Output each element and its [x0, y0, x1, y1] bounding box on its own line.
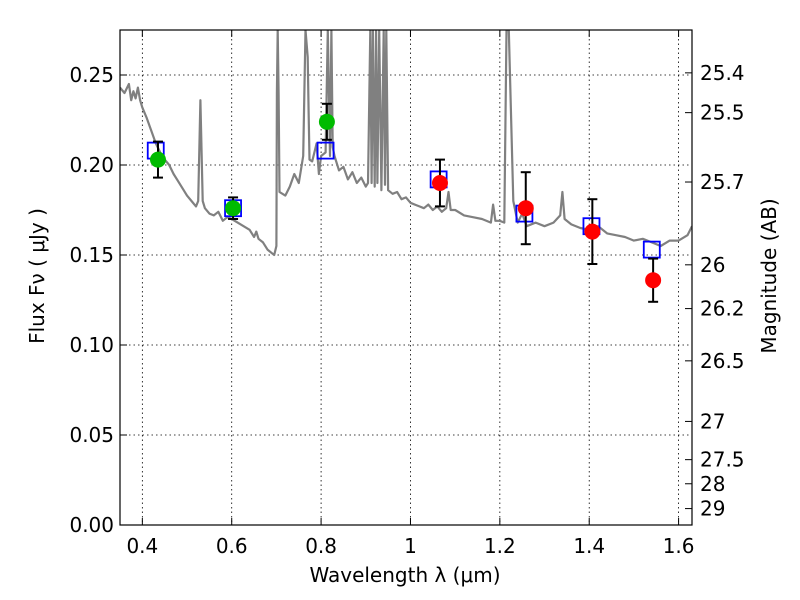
x-axis-label: Wavelength λ (μm) [309, 563, 500, 587]
near-ir-photometry-marker [517, 200, 534, 217]
x-tick-label: 0.4 [126, 534, 158, 558]
mag-tick-label: 25.7 [700, 170, 745, 194]
y-tick-label: 0.05 [69, 423, 114, 447]
mag-tick-label: 28 [700, 472, 725, 496]
y-tick-label: 0.20 [69, 153, 114, 177]
near-ir-photometry-marker [584, 223, 601, 240]
model-square-marker [316, 141, 335, 160]
y-tick-label: 0.15 [69, 243, 114, 267]
axes: 0.4 0.6 0.8 1 1.2 1.4 1.6 0.00 0.05 0.10 0.15 0.20 0… [69, 30, 745, 558]
x-tick-label: 0.6 [216, 534, 248, 558]
x-tick-label: 0.8 [305, 534, 337, 558]
near-ir-photometry-marker [645, 272, 662, 289]
optical-photometry-marker [225, 200, 242, 217]
y-tick-label: 0.10 [69, 333, 114, 357]
x-tick-label: 1.6 [663, 534, 695, 558]
optical-photometry-marker [149, 151, 166, 168]
optical-photometry-marker [318, 113, 335, 130]
mag-tick-label: 26.5 [700, 349, 745, 373]
mag-tick-label: 25.4 [700, 61, 745, 85]
y-axis-label: Flux Fν ( μJy ) [25, 208, 49, 344]
y-tick-label: 0.00 [69, 513, 114, 537]
mag-tick-label: 26.2 [700, 297, 745, 321]
mag-tick-label: 27.5 [700, 448, 745, 472]
spectrum-line [120, 30, 692, 257]
mag-tick-label: 27 [700, 409, 725, 433]
near-ir-photometry-marker [431, 175, 448, 191]
x-tick-label: 1 [404, 534, 417, 558]
x-tick-label: 1.2 [484, 534, 516, 558]
x-tick-label: 1.4 [573, 534, 605, 558]
mag-tick-label: 25.5 [700, 101, 745, 125]
plot-frame [119, 29, 693, 526]
y-tick-label: 0.25 [69, 63, 114, 87]
mag-tick-label: 26 [700, 253, 725, 277]
right-axis-label: Magnitude (AB) [757, 198, 781, 353]
mag-tick-label: 29 [700, 497, 725, 521]
plot-area [120, 30, 692, 303]
